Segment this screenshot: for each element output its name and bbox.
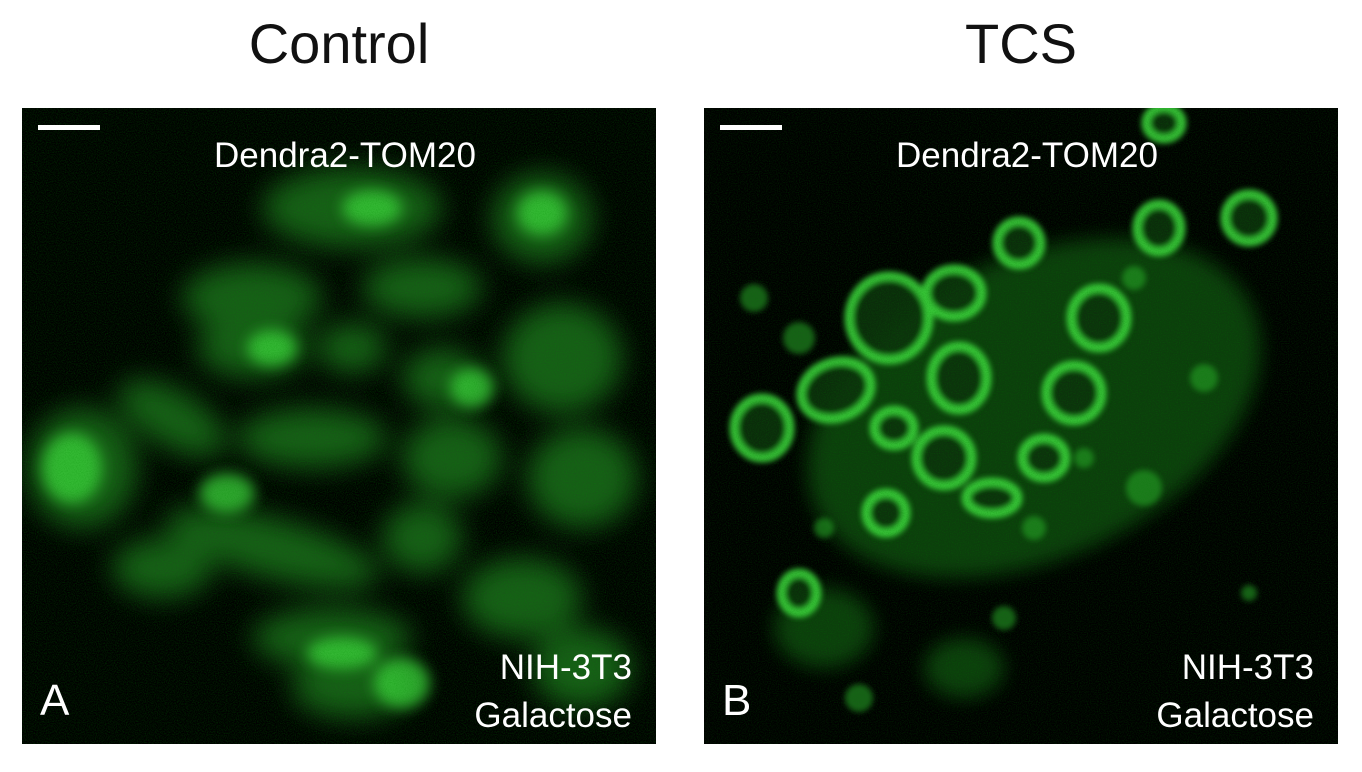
panel-b-condition-label: Galactose: [1156, 696, 1314, 735]
tcs-mitochondria-image: [704, 108, 1338, 744]
control-mitochondria-image: [22, 108, 656, 744]
panel-a-condition-label: Galactose: [474, 696, 632, 735]
panel-a-stain-label: Dendra2-TOM20: [214, 136, 476, 175]
scale-bar: [720, 125, 782, 130]
panel-a-cell-line-label: NIH-3T3: [499, 648, 632, 687]
panel-a-letter: A: [40, 676, 70, 725]
panel-b-letter: B: [722, 676, 752, 725]
scale-bar: [38, 125, 100, 130]
panel-b-cell-line-label: NIH-3T3: [1181, 648, 1314, 687]
panel-a-micrograph: Dendra2-TOM20 NIH-3T3 Galactose A: [22, 108, 656, 744]
panel-b-title: TCS: [965, 12, 1077, 75]
panel-b-stain-label: Dendra2-TOM20: [896, 136, 1158, 175]
panel-a-title: Control: [248, 12, 430, 75]
panel-b-micrograph: Dendra2-TOM20 NIH-3T3 Galactose B: [704, 108, 1338, 744]
